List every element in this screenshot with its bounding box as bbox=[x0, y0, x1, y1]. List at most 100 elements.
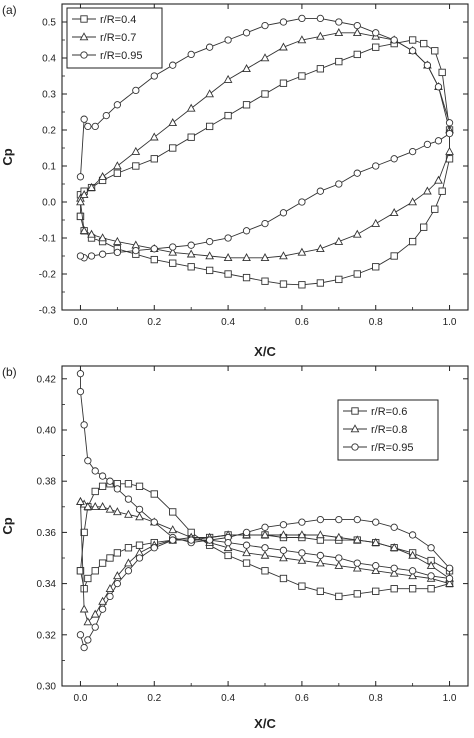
data-point bbox=[261, 21, 269, 30]
y-tick-label: 0.34 bbox=[37, 579, 57, 590]
data-point bbox=[224, 111, 232, 120]
data-point bbox=[149, 132, 159, 141]
data-point bbox=[389, 543, 399, 552]
data-point bbox=[113, 248, 122, 257]
data-point bbox=[224, 36, 232, 44]
data-point bbox=[372, 587, 380, 595]
y-tick-label: 0.2 bbox=[42, 126, 56, 137]
data-point bbox=[408, 585, 417, 593]
data-point bbox=[316, 515, 325, 524]
data-point bbox=[261, 567, 269, 575]
data-point bbox=[87, 182, 96, 191]
series-3 bbox=[76, 370, 454, 652]
data-point bbox=[298, 14, 306, 23]
data-point bbox=[91, 487, 99, 496]
data-point bbox=[187, 536, 195, 544]
data-point bbox=[298, 549, 306, 557]
data-point bbox=[334, 532, 344, 541]
data-point bbox=[316, 587, 325, 595]
data-point bbox=[76, 252, 85, 260]
y-tick-label: -0.2 bbox=[39, 270, 57, 281]
data-point bbox=[223, 253, 233, 262]
legend-marker bbox=[80, 51, 88, 59]
data-point bbox=[261, 219, 269, 228]
data-point bbox=[298, 281, 306, 289]
panel-label: (a) bbox=[2, 3, 17, 17]
data-point bbox=[371, 537, 381, 546]
legend-marker bbox=[351, 443, 359, 451]
data-point bbox=[260, 530, 270, 539]
data-point bbox=[98, 502, 107, 511]
data-point bbox=[113, 579, 122, 588]
data-point bbox=[390, 585, 398, 593]
data-point bbox=[169, 536, 177, 544]
data-point bbox=[353, 50, 361, 59]
data-point bbox=[279, 546, 288, 554]
data-point bbox=[261, 90, 269, 98]
data-point bbox=[316, 14, 325, 23]
data-point bbox=[445, 146, 454, 155]
data-point bbox=[427, 572, 435, 580]
data-point bbox=[335, 515, 343, 524]
legend-item: r/R=0.95 bbox=[72, 50, 143, 62]
data-point bbox=[76, 631, 85, 639]
data-point bbox=[423, 140, 432, 149]
data-point bbox=[76, 496, 85, 505]
data-point bbox=[316, 551, 325, 560]
panel-label: (b) bbox=[2, 365, 17, 379]
data-point bbox=[131, 146, 141, 155]
data-point bbox=[102, 111, 110, 120]
legend-marker bbox=[351, 407, 359, 415]
data-point bbox=[91, 122, 99, 131]
data-point bbox=[334, 236, 344, 245]
legend: r/R=0.6 r/R=0.8 r/R=0.95 bbox=[337, 399, 439, 461]
data-point bbox=[205, 536, 214, 544]
data-point bbox=[169, 259, 177, 267]
data-point bbox=[135, 554, 144, 562]
data-point bbox=[76, 370, 85, 378]
data-point bbox=[434, 83, 443, 91]
y-tick-label: 0.4 bbox=[42, 54, 56, 65]
data-point bbox=[187, 50, 195, 59]
data-point bbox=[242, 253, 251, 262]
legend-item: r/R=0.7 bbox=[72, 32, 136, 44]
data-point bbox=[434, 137, 443, 145]
data-point bbox=[169, 61, 177, 69]
legend-label: r/R=0.4 bbox=[100, 14, 136, 26]
data-point bbox=[242, 273, 251, 282]
data-point bbox=[113, 507, 122, 516]
y-axis-label: Cp bbox=[0, 517, 15, 534]
series-1 bbox=[76, 480, 454, 601]
data-point bbox=[187, 263, 195, 271]
data-point bbox=[352, 563, 362, 572]
data-point bbox=[279, 574, 288, 583]
data-point bbox=[242, 29, 251, 37]
data-point bbox=[279, 553, 288, 562]
data-point bbox=[76, 197, 85, 206]
legend-label: r/R=0.95 bbox=[100, 50, 143, 62]
panel-a: 0.0 0.2 0.4 0.6 0.8 1.0 -0.3 -0.2 -0.1 0.0 0.1 0.2 0… bbox=[0, 3, 469, 359]
legend-item: r/R=0.95 bbox=[343, 442, 414, 454]
data-point bbox=[390, 564, 398, 572]
data-point bbox=[106, 592, 114, 601]
legend-label: r/R=0.95 bbox=[371, 442, 414, 454]
data-point bbox=[87, 252, 96, 260]
data-point bbox=[335, 180, 343, 188]
data-point bbox=[169, 243, 177, 251]
data-point bbox=[431, 205, 439, 213]
data-point bbox=[83, 502, 93, 511]
data-point bbox=[79, 190, 89, 199]
data-point bbox=[279, 521, 288, 529]
data-point bbox=[260, 53, 270, 62]
y-tick-label: 0.32 bbox=[37, 630, 57, 641]
data-point bbox=[408, 571, 417, 580]
data-point bbox=[316, 558, 325, 567]
data-point bbox=[260, 253, 270, 262]
data-point bbox=[297, 247, 307, 256]
data-point bbox=[279, 280, 288, 288]
legend-marker bbox=[350, 424, 360, 433]
data-point bbox=[408, 47, 417, 55]
data-point bbox=[408, 36, 417, 44]
data-point bbox=[76, 173, 85, 181]
